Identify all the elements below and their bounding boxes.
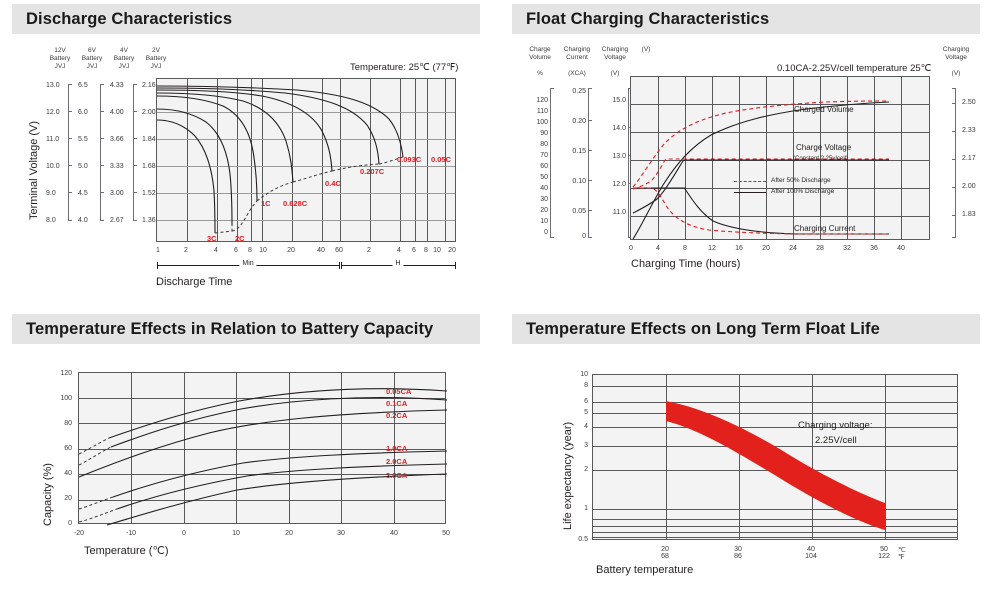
life-note-line2: 2.25V/cell <box>815 435 857 446</box>
capacity-label-02ca: 0.2CA <box>386 411 408 420</box>
discharge-temperature-note: Temperature: 25℃ (77℉) <box>350 62 459 73</box>
panel-temperature-effects-capacity: Temperature Effects in Relation to Batte… <box>0 310 500 598</box>
life-title: Temperature Effects on Long Term Float L… <box>526 319 880 338</box>
discharge-scale-head-6v: 6V Battery JVJ <box>81 47 103 70</box>
discharge-y-axis-title: Terminal Voltage (V) <box>28 120 40 220</box>
float-head-charging-voltage: Charging Voltage (V) <box>601 46 629 77</box>
float-head-right-voltage: Charging Voltage (V) <box>942 46 970 77</box>
discharge-label-2c: 2C <box>235 234 245 243</box>
capacity-label-01ca: 0.1CA <box>386 399 408 408</box>
life-unit-fahrenheit: ℉ <box>898 554 905 561</box>
discharge-label-0207c: 0.207C <box>360 167 385 176</box>
capacity-title-bar: Temperature Effects in Relation to Batte… <box>12 314 480 344</box>
capacity-curves <box>78 388 448 526</box>
life-y-axis-title: Life expectancy (year) <box>562 421 574 530</box>
capacity-x-axis-title: Temperature (℃) <box>84 545 169 557</box>
discharge-curves <box>156 85 404 234</box>
capacity-label-005ca: 0.05CA <box>386 387 412 396</box>
life-title-bar: Temperature Effects on Long Term Float L… <box>512 314 980 344</box>
discharge-scale-head-4v: 4V Battery JVJ <box>113 47 135 70</box>
float-head-charging-current: Charging Current (XCA) <box>563 46 591 77</box>
float-title-bar: Float Charging Characteristics <box>512 4 980 34</box>
panel-float-charging-characteristics: Float Charging Characteristics Charge Vo… <box>500 0 1000 300</box>
capacity-y-axis-title: Capacity (%) <box>42 463 54 526</box>
capacity-label-30ca: 3.0CA <box>386 471 408 480</box>
capacity-title: Temperature Effects in Relation to Batte… <box>26 319 434 338</box>
float-legend-label-100: After 100% Discharge <box>771 188 835 195</box>
panel-temperature-effects-float-life: Temperature Effects on Long Term Float L… <box>500 310 1000 598</box>
float-x-axis-title: Charging Time (hours) <box>631 258 741 270</box>
float-plot-area: Charged Volume Charge Voltage (Constant … <box>630 76 930 240</box>
life-note-line1: Charging voltage: <box>798 420 873 431</box>
discharge-title: Discharge Characteristics <box>26 9 233 28</box>
float-legend-swatch-100 <box>734 192 766 193</box>
capacity-label-10ca: 1.0CA <box>386 444 408 453</box>
discharge-title-bar: Discharge Characteristics <box>12 4 480 34</box>
float-head-charge-volume: Charge Volume % <box>529 46 551 77</box>
float-curves <box>632 100 890 240</box>
float-legend-label-50: After 50% Discharge <box>771 177 831 184</box>
discharge-x-axis-title: Discharge Time <box>156 276 233 288</box>
discharge-scale-head-2v: 2V Battery JVJ <box>145 47 167 70</box>
life-unit-celsius: ℃ <box>898 547 906 554</box>
discharge-label-005c: 0.05C <box>431 155 452 164</box>
float-head-voltage-2v: (V) <box>641 46 651 53</box>
discharge-plot-area: 3C 2C 1C 0.628C 0.4C 0.207C 0.093C 0.05C <box>156 78 456 243</box>
capacity-label-20ca: 2.0CA <box>386 457 408 466</box>
life-x-axis-title: Battery temperature <box>596 564 694 576</box>
float-annot-charged-volume: Charged Volume <box>794 105 854 114</box>
float-title: Float Charging Characteristics <box>526 9 770 28</box>
life-plot-area: Charging voltage: 2.25V/cell <box>592 374 958 540</box>
life-band <box>666 401 885 530</box>
float-legend-swatch-50 <box>734 181 766 182</box>
float-annot-charge-voltage: Charge Voltage <box>796 143 852 152</box>
float-condition-note: 0.10CA-2.25V/cell temperature 25℃ <box>777 63 932 74</box>
discharge-label-3c: 3C <box>207 234 217 243</box>
capacity-plot-area: 0.05CA 0.1CA 0.2CA 1.0CA 2.0CA 3.0CA <box>78 372 448 526</box>
discharge-label-1c: 1C <box>261 199 271 208</box>
panel-discharge-characteristics: Discharge Characteristics 12V Battery JV… <box>0 0 500 300</box>
float-annot-charging-current: Charging Current <box>794 224 856 233</box>
discharge-label-0628c: 0.628C <box>283 199 308 208</box>
discharge-scale-head-12v: 12V Battery JVJ <box>49 47 71 70</box>
discharge-label-0093c: 0.093C <box>397 155 422 164</box>
discharge-label-04c: 0.4C <box>325 179 341 188</box>
float-annot-constant-note: (Constant 2.25v/cell) <box>793 156 849 162</box>
